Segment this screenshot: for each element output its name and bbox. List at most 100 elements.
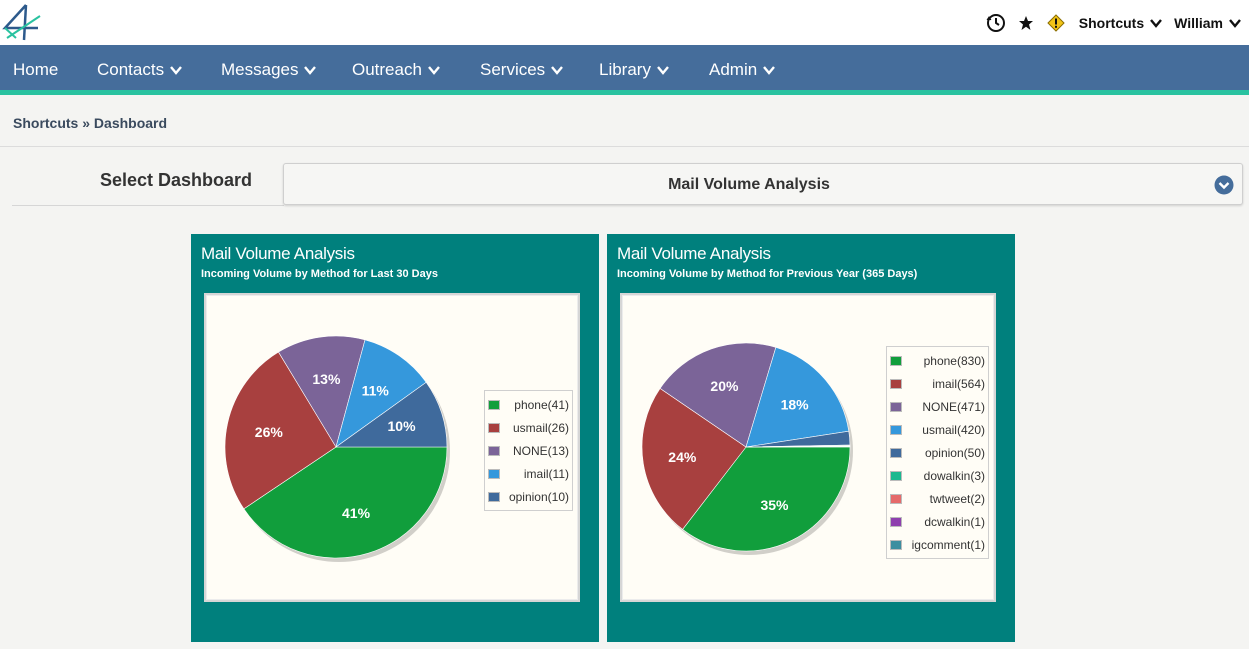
legend-label: usmail(26)	[512, 420, 569, 435]
chart-legend: phone(830) imail(564) NONE(471) usmail(420)…	[886, 346, 989, 559]
pie-data-label: 41%	[342, 505, 371, 521]
nav-services[interactable]: Services	[480, 45, 564, 95]
legend-label: dcwalkin(1)	[924, 514, 985, 529]
shortcuts-label: Shortcuts	[1078, 15, 1145, 31]
breadcrumb: Shortcuts » Dashboard	[0, 100, 1249, 147]
breadcrumb-current: Dashboard	[93, 115, 168, 131]
chart-legend: phone(41) usmail(26) NONE(13) imail(11) opin…	[484, 390, 573, 511]
legend-label: dowalkin(3)	[923, 468, 985, 483]
nav-label: Admin	[709, 60, 758, 79]
legend-item-usmail[interactable]: usmail(420)	[890, 418, 985, 441]
pie-data-label: 26%	[255, 424, 284, 440]
legend-swatch	[488, 468, 500, 479]
legend-item-igcomment[interactable]: igcomment(1)	[890, 533, 985, 556]
chevron-down-icon	[170, 65, 183, 75]
legend-item-none[interactable]: NONE(13)	[488, 439, 569, 462]
logo-icon[interactable]	[2, 2, 42, 42]
nav-label: Home	[13, 60, 59, 79]
legend-label: phone(830)	[923, 353, 985, 368]
pie-data-label: 35%	[760, 497, 789, 513]
legend-label: usmail(420)	[922, 422, 985, 437]
chart-panel-30-days: Mail Volume Analysis Incoming Volume by …	[191, 234, 599, 642]
legend-item-opinion[interactable]: opinion(50)	[890, 441, 985, 464]
pie-chart-30-days: 41% 26% 13% 11% 10% phone(41) usmail(26) NONE(…	[204, 293, 580, 602]
pie-slice-imail[interactable]	[641, 388, 747, 530]
chevron-down-icon	[1150, 18, 1163, 28]
breadcrumb-shortcuts[interactable]: Shortcuts	[13, 115, 79, 131]
breadcrumb-separator: »	[82, 115, 91, 131]
pie-slice-none[interactable]	[659, 342, 777, 448]
top-right-toolbar: Shortcuts William	[977, 10, 1241, 36]
legend-item-imail[interactable]: imail(564)	[890, 372, 985, 395]
chevron-down-icon	[763, 65, 776, 75]
legend-item-opinion[interactable]: opinion(10)	[488, 485, 569, 508]
nav-label: Contacts	[97, 60, 165, 79]
legend-item-imail[interactable]: imail(11)	[488, 462, 569, 485]
legend-label: phone(41)	[514, 397, 569, 412]
legend-swatch	[890, 516, 902, 527]
chevron-down-circle-icon	[1214, 175, 1234, 195]
chevron-down-icon	[428, 65, 440, 75]
legend-label: opinion(50)	[924, 445, 985, 460]
legend-swatch	[890, 493, 902, 504]
legend-item-phone[interactable]: phone(41)	[488, 393, 569, 416]
dashboard-select[interactable]: Mail Volume Analysis	[283, 163, 1243, 205]
chart-panel-365-days: Mail Volume Analysis Incoming Volume by …	[607, 234, 1015, 642]
legend-swatch	[890, 401, 902, 412]
panel-subtitle: Incoming Volume by Method for Last 30 Da…	[201, 268, 438, 280]
legend-swatch	[488, 491, 500, 502]
legend-label: NONE(471)	[922, 399, 985, 414]
pie-slice-imail[interactable]	[335, 339, 427, 448]
nav-admin[interactable]: Admin	[709, 45, 776, 95]
legend-item-dcwalkin[interactable]: dcwalkin(1)	[890, 510, 985, 533]
pie-chart-svg: 41% 26% 13% 11% 10%	[224, 335, 450, 562]
chevron-down-icon	[657, 65, 669, 75]
divider	[12, 205, 284, 206]
legend-item-usmail[interactable]: usmail(26)	[488, 416, 569, 439]
user-menu[interactable]: William	[1174, 15, 1241, 31]
legend-swatch	[890, 355, 902, 366]
chevron-down-icon	[551, 65, 564, 75]
star-icon[interactable]	[1015, 12, 1037, 34]
pie-slice-usmail[interactable]	[745, 347, 850, 448]
top-bar: Shortcuts William	[0, 0, 1249, 45]
nav-label: Messages	[221, 60, 299, 79]
legend-label: imail(564)	[932, 376, 985, 391]
legend-swatch	[890, 424, 902, 435]
legend-swatch	[488, 422, 500, 433]
dashboard-select-value: Mail Volume Analysis	[668, 176, 830, 193]
legend-item-none[interactable]: NONE(471)	[890, 395, 985, 418]
pie-data-label: 11%	[362, 382, 390, 398]
nav-contacts[interactable]: Contacts	[97, 45, 183, 95]
history-clock-icon[interactable]	[985, 12, 1007, 34]
nav-label: Outreach	[352, 60, 422, 79]
pie-data-label: 24%	[668, 449, 697, 465]
pie-chart-365-days: 35% 24% 20% 18% phone(830) imail(564) NONE(47…	[620, 293, 996, 602]
legend-label: opinion(10)	[508, 489, 569, 504]
legend-item-twtweet[interactable]: twtweet(2)	[890, 487, 985, 510]
nav-home[interactable]: Home	[13, 45, 58, 95]
pie-slice-phone[interactable]	[243, 446, 448, 559]
shortcuts-menu[interactable]: Shortcuts	[1078, 15, 1163, 31]
nav-outreach[interactable]: Outreach	[352, 45, 440, 95]
panel-subtitle: Incoming Volume by Method for Previous Y…	[617, 268, 918, 280]
legend-swatch	[890, 470, 902, 481]
legend-label: imail(11)	[523, 466, 569, 481]
panel-title: Mail Volume Analysis	[201, 244, 355, 263]
pie-slice-phone[interactable]	[682, 446, 851, 552]
nav-messages[interactable]: Messages	[221, 45, 317, 95]
pie-slice-opinion[interactable]	[335, 381, 448, 448]
legend-swatch	[488, 445, 500, 456]
pie-chart-svg: 35% 24% 20% 18%	[641, 342, 853, 555]
pie-slice-usmail[interactable]	[224, 351, 337, 510]
nav-library[interactable]: Library	[599, 45, 669, 95]
nav-label: Library	[599, 60, 651, 79]
legend-item-dowalkin[interactable]: dowalkin(3)	[890, 464, 985, 487]
legend-swatch	[890, 539, 902, 550]
warning-diamond-icon[interactable]	[1045, 12, 1067, 34]
chevron-down-icon	[1229, 18, 1241, 28]
main-nav: Home Contacts Messages Outreach Services…	[0, 45, 1249, 95]
legend-item-phone[interactable]: phone(830)	[890, 349, 985, 372]
pie-data-label: 18%	[781, 397, 810, 413]
legend-swatch	[488, 399, 500, 410]
